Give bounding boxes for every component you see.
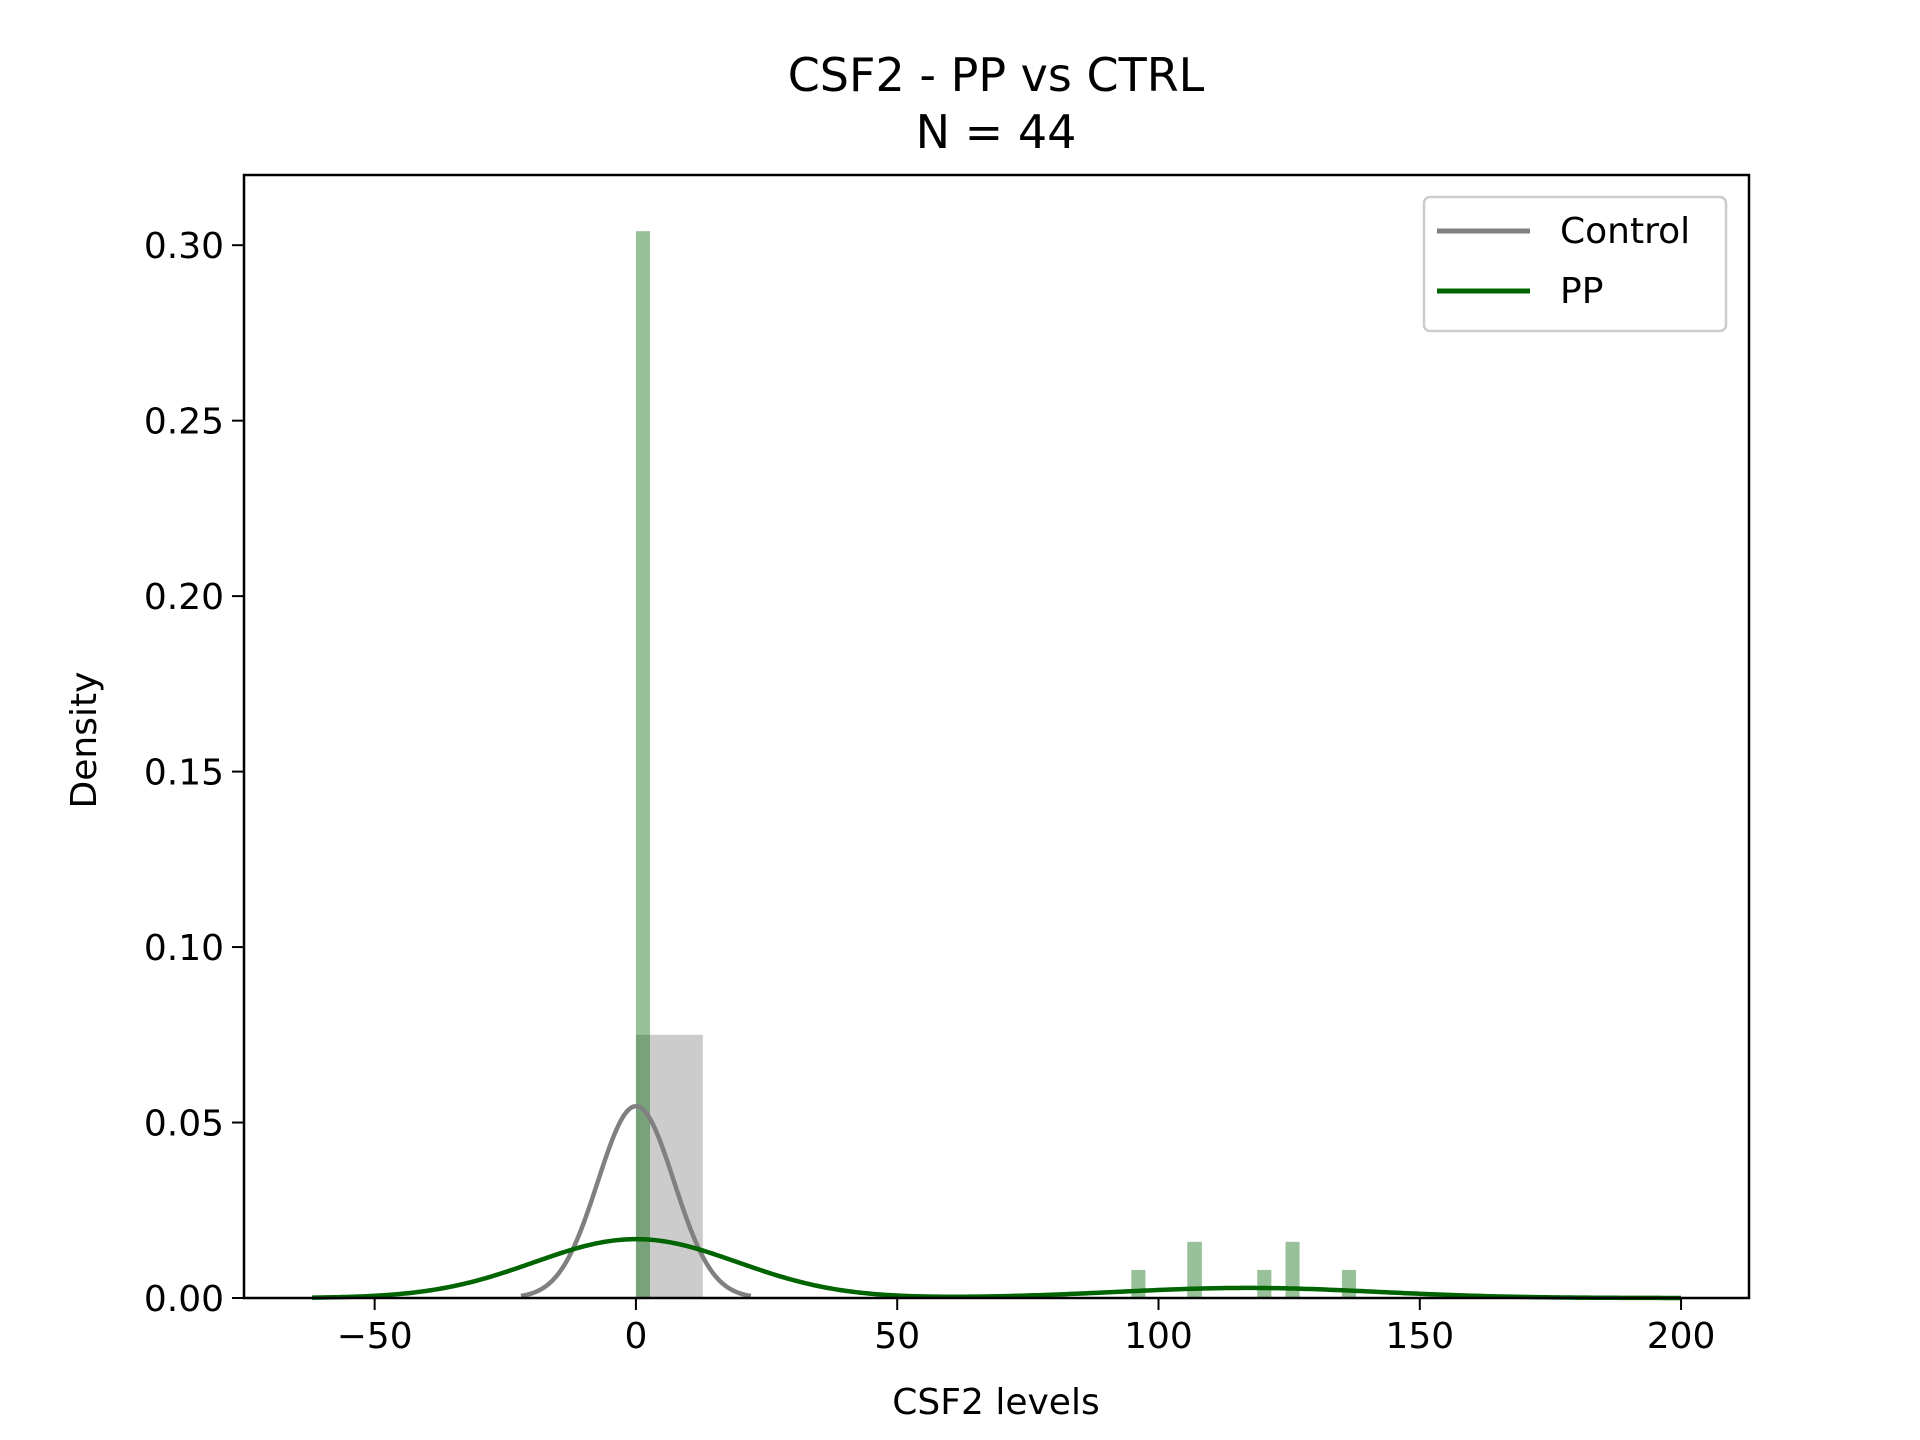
hist-bar-pp-4: [1285, 1241, 1300, 1298]
x-tick-label: 50: [874, 1316, 920, 1357]
x-tick-label: −50: [337, 1316, 413, 1357]
hist-bar-pp-3: [1257, 1269, 1272, 1298]
kde-line-pp: [311, 1236, 1682, 1301]
y-axis: 0.00 0.05 0.10 0.15 0.20 0.25 0.30: [144, 226, 244, 1320]
x-tick-label: 200: [1647, 1316, 1716, 1357]
hist-bar-pp-5: [1341, 1269, 1357, 1298]
y-tick-label: 0.05: [144, 1104, 224, 1145]
y-tick-label: 0.30: [144, 226, 224, 267]
y-tick-label: 0.10: [144, 928, 224, 969]
y-tick-label: 0.20: [144, 577, 224, 618]
x-axis: −50 0 50 100 150 200: [337, 1298, 1716, 1357]
legend-label-pp: PP: [1560, 271, 1603, 312]
y-axis-label: Density: [64, 672, 105, 809]
x-axis-label: CSF2 levels: [892, 1382, 1099, 1423]
hist-bar-pp-0: [635, 231, 651, 1298]
hist-bar-pp-2: [1187, 1241, 1202, 1298]
plot-frame: [242, 173, 1751, 1300]
x-tick-label: 0: [624, 1316, 647, 1357]
y-tick-label: 0.00: [144, 1279, 224, 1320]
kde-curves: [311, 1103, 1682, 1301]
hist-bar-pp-1: [1131, 1269, 1146, 1298]
y-tick-label: 0.25: [144, 402, 224, 443]
kde-line-control: [520, 1103, 752, 1299]
x-tick-label: 100: [1124, 1316, 1193, 1357]
legend: Control PP: [1422, 195, 1728, 333]
legend-label-control: Control: [1560, 211, 1690, 252]
chart-title: CSF2 - PP vs CTRL: [788, 48, 1205, 102]
x-tick-label: 150: [1385, 1316, 1454, 1357]
histogram-bars: [635, 231, 1357, 1298]
y-tick-label: 0.15: [144, 753, 224, 794]
chart-subtitle: N = 44: [916, 105, 1077, 159]
